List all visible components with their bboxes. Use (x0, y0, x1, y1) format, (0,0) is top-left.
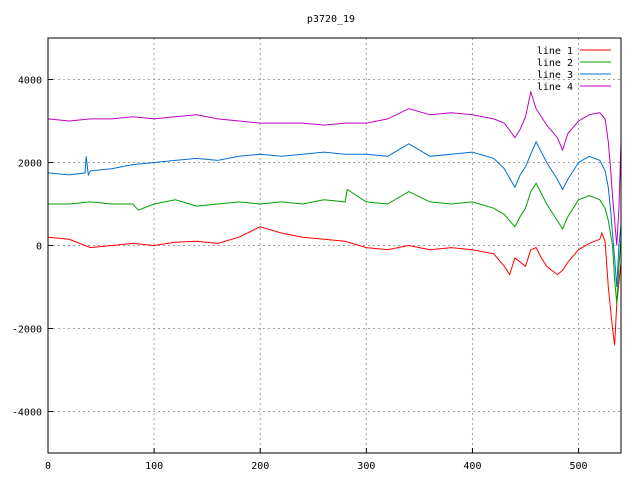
y-tick-label: 4000 (18, 76, 42, 87)
series-line-1 (47, 226, 622, 346)
legend-label: line 3 (537, 70, 573, 81)
x-tick-label: 0 (45, 461, 51, 472)
legend-label: line 4 (537, 82, 573, 93)
series-lines (47, 89, 622, 346)
grid (47, 38, 621, 453)
x-tick-label: 400 (463, 461, 481, 472)
series-line-3 (47, 140, 622, 288)
tick-labels: 0 100 200 300 400 500 -4000 -2000 0 2000 4000 (12, 76, 588, 473)
series-line-2 (48, 182, 622, 304)
chart-title: p3720_19 (307, 14, 355, 25)
x-tick-label: 300 (357, 461, 375, 472)
y-tick-label: -4000 (12, 408, 42, 419)
y-tick-label: 0 (36, 242, 42, 253)
series-line-4 (47, 89, 622, 246)
legend-label: line 2 (537, 58, 573, 69)
x-tick-label: 200 (251, 461, 269, 472)
x-tick-label: 100 (145, 461, 163, 472)
legend-label: line 1 (537, 46, 573, 57)
x-tick-label: 500 (570, 461, 588, 472)
y-tick-label: 2000 (18, 159, 42, 170)
y-tick-label: -2000 (12, 325, 42, 336)
